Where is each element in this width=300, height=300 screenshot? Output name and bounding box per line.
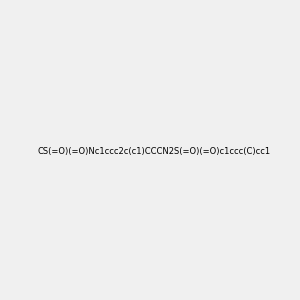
Text: CS(=O)(=O)Nc1ccc2c(c1)CCCN2S(=O)(=O)c1ccc(C)cc1: CS(=O)(=O)Nc1ccc2c(c1)CCCN2S(=O)(=O)c1cc… bbox=[37, 147, 270, 156]
